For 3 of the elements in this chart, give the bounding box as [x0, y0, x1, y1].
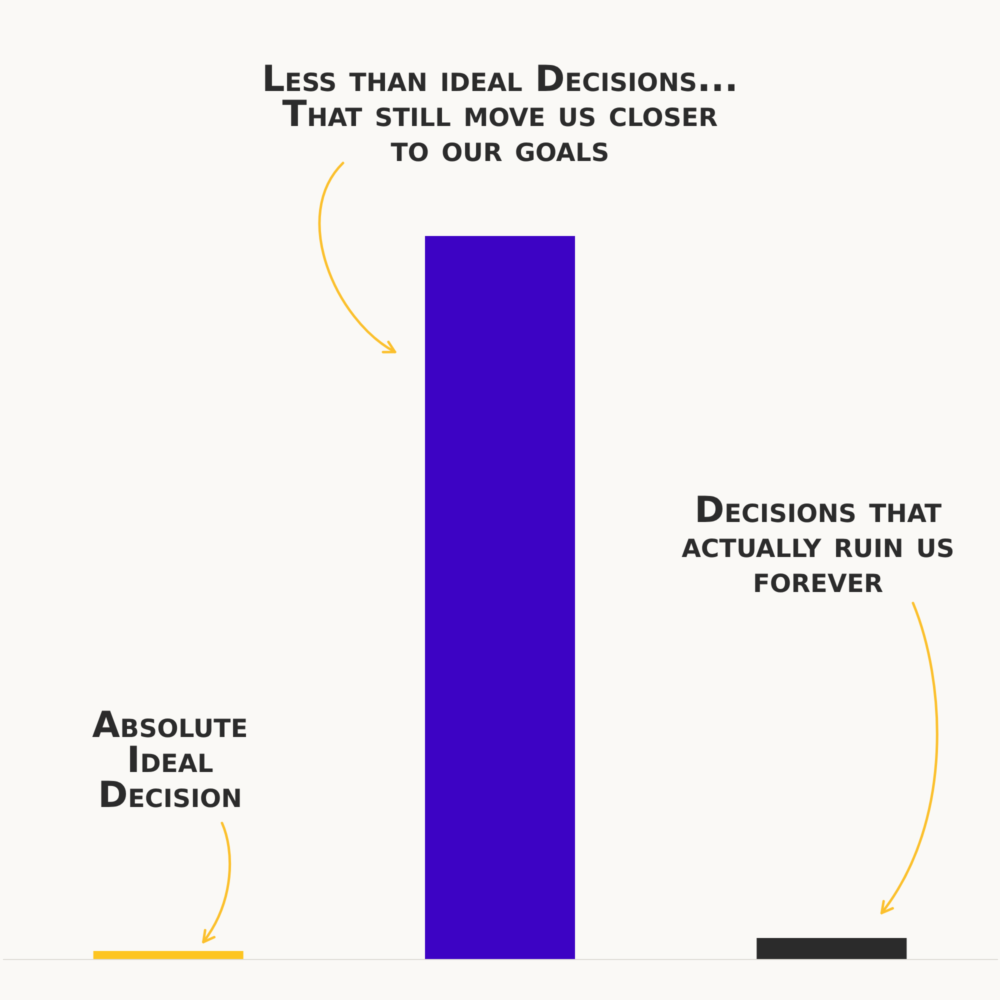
text: Less than ideal Decisions... That still move us closer to our goals — [262, 59, 738, 170]
annotation: Decisions that actually ruin us forever — [682, 490, 954, 601]
annotation: Absolute Ideal Decision — [92, 705, 248, 816]
